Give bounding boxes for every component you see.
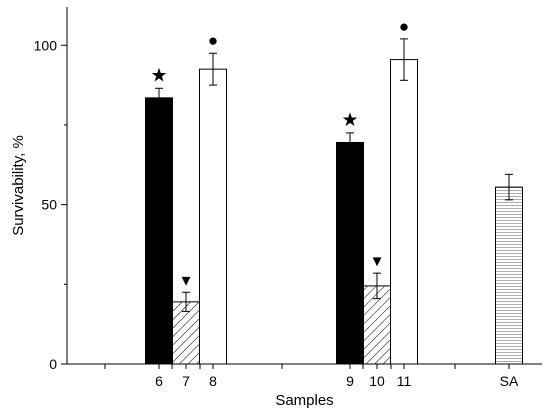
circle-marker: ●: [208, 31, 218, 50]
triangle-down-marker: ▼: [370, 253, 385, 270]
y-axis-title: Survivability, %: [10, 135, 27, 236]
y-tick-label: 0: [49, 356, 57, 372]
bar-11: [390, 59, 418, 365]
star-marker: ★: [150, 65, 167, 86]
bar-9: [336, 141, 364, 365]
x-tick-label-8: 8: [209, 373, 217, 389]
y-tick-label: 100: [34, 37, 58, 53]
bar-SA: [495, 186, 523, 365]
y-tick-label: 50: [41, 197, 57, 213]
bar-7: [172, 301, 200, 365]
x-tick-label-9: 9: [346, 373, 354, 389]
circle-marker: ●: [399, 17, 409, 36]
star-marker: ★: [341, 110, 358, 131]
x-tick-label-6: 6: [155, 373, 163, 389]
x-axis-title: Samples: [275, 392, 333, 409]
bar-8: [199, 68, 227, 365]
x-tick-label-SA: SA: [500, 373, 519, 389]
x-tick-label-7: 7: [182, 373, 190, 389]
triangle-down-marker: ▼: [179, 272, 194, 289]
x-tick-label-11: 11: [397, 373, 412, 389]
x-tick-label-10: 10: [369, 373, 385, 389]
bar-6: [145, 97, 173, 365]
